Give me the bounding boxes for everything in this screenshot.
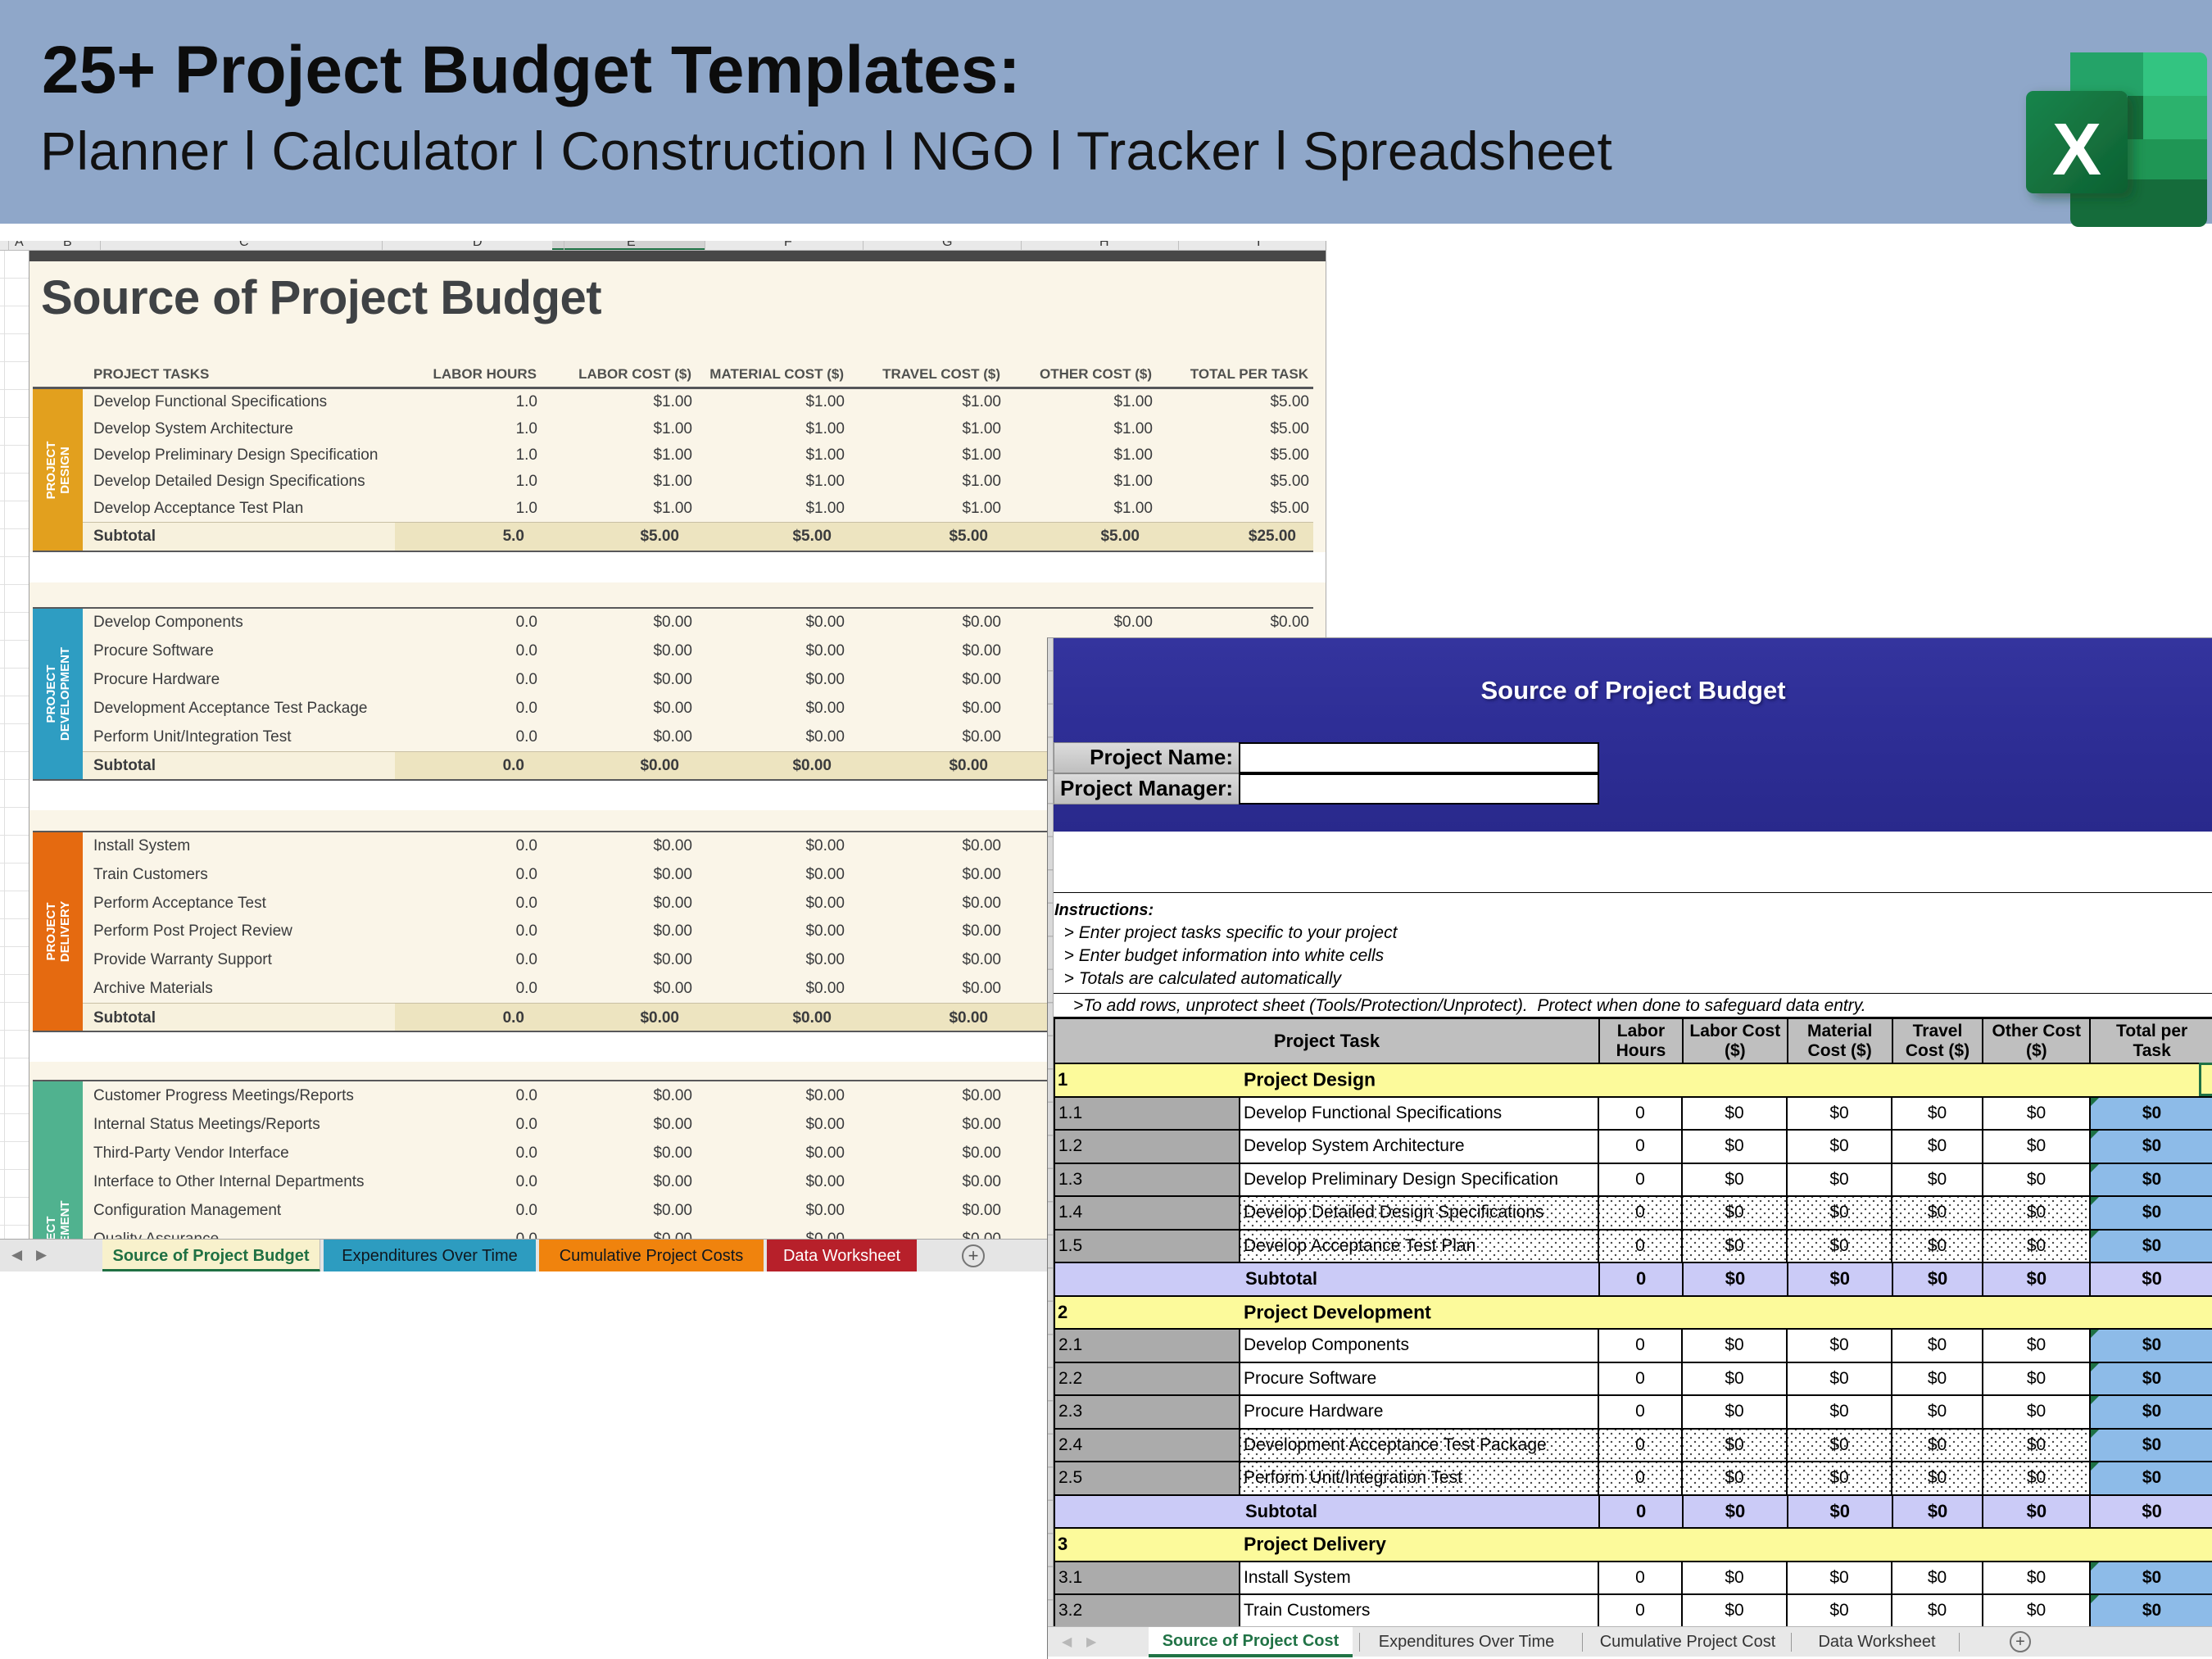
svg-text:X: X <box>2052 109 2101 191</box>
